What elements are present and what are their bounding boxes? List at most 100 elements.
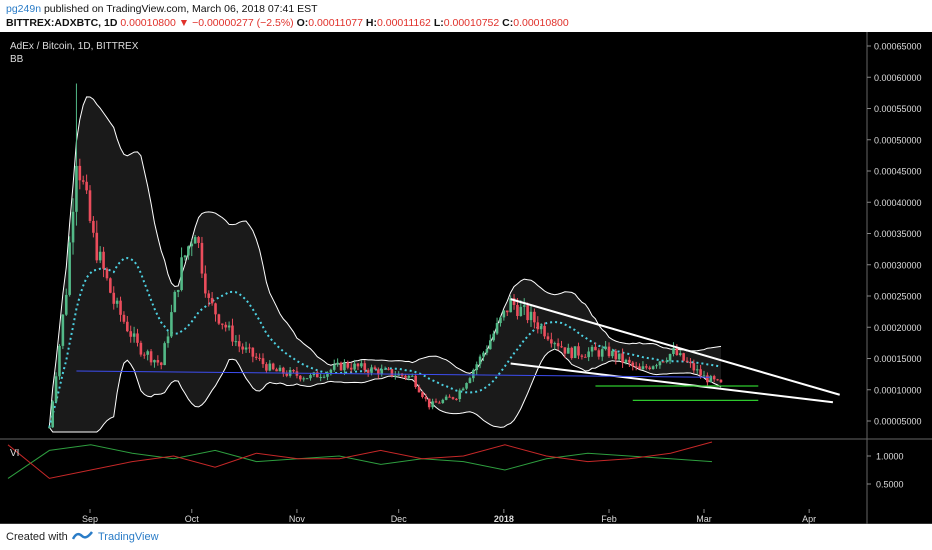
candle[interactable] [634, 366, 638, 368]
candle[interactable] [299, 375, 302, 380]
candle[interactable] [478, 356, 482, 365]
candle[interactable] [553, 343, 557, 345]
candle[interactable] [71, 211, 75, 243]
candle[interactable] [58, 345, 61, 377]
candle[interactable] [529, 311, 533, 321]
candle[interactable] [282, 367, 285, 374]
candle[interactable] [560, 346, 563, 348]
candle[interactable] [142, 354, 146, 356]
candle[interactable] [482, 352, 485, 357]
candle[interactable] [153, 360, 156, 363]
candle[interactable] [336, 362, 339, 365]
candle[interactable] [122, 314, 126, 322]
candle[interactable] [61, 314, 65, 346]
candle[interactable] [645, 366, 648, 368]
candle[interactable] [149, 351, 153, 363]
candle[interactable] [658, 361, 662, 366]
candle[interactable] [119, 300, 122, 315]
candle[interactable] [353, 363, 356, 370]
candle[interactable] [132, 333, 136, 337]
candle[interactable] [712, 376, 716, 380]
candle[interactable] [668, 354, 672, 361]
candle[interactable] [485, 349, 489, 353]
candle[interactable] [536, 322, 540, 330]
candle[interactable] [655, 365, 658, 367]
candle[interactable] [356, 363, 360, 367]
candle[interactable] [329, 369, 333, 373]
trend-drawings[interactable] [76, 298, 840, 404]
candle[interactable] [617, 353, 621, 360]
candle[interactable] [271, 363, 275, 370]
candle[interactable] [254, 356, 258, 358]
candle[interactable] [363, 363, 367, 371]
candle[interactable] [64, 294, 68, 315]
candle[interactable] [451, 397, 455, 399]
candle[interactable] [109, 278, 112, 293]
candle[interactable] [424, 396, 428, 399]
candle[interactable] [275, 369, 278, 372]
candle[interactable] [248, 347, 251, 349]
author-link[interactable]: pg249n [6, 3, 42, 15]
candle[interactable] [224, 324, 227, 328]
candle[interactable] [421, 392, 424, 397]
candle[interactable] [244, 347, 248, 350]
candle[interactable] [278, 367, 282, 372]
candle[interactable] [404, 375, 407, 378]
candle[interactable] [85, 181, 88, 191]
candle[interactable] [600, 349, 604, 357]
candle[interactable] [631, 362, 635, 367]
trendline-support[interactable] [76, 370, 711, 378]
candle[interactable] [315, 372, 319, 378]
candle[interactable] [594, 346, 597, 351]
candle[interactable] [332, 364, 336, 370]
candle[interactable] [495, 323, 499, 334]
candle[interactable] [543, 325, 546, 337]
candle[interactable] [268, 363, 272, 371]
candle[interactable] [180, 257, 183, 290]
candle[interactable] [373, 367, 377, 370]
candle[interactable] [173, 291, 177, 313]
candle[interactable] [621, 353, 624, 363]
candle[interactable] [505, 310, 509, 313]
candle[interactable] [611, 350, 614, 357]
candle[interactable] [292, 370, 295, 372]
candle[interactable] [126, 321, 129, 332]
tradingview-logo-icon[interactable] [72, 529, 94, 543]
candle[interactable] [672, 348, 675, 355]
candle[interactable] [706, 375, 709, 383]
candle[interactable] [68, 242, 71, 295]
candle[interactable] [183, 255, 187, 258]
trendline-lower[interactable] [510, 362, 834, 404]
candle[interactable] [47, 427, 51, 429]
price-chart[interactable]: 0.00065000 0.00060000 0.00055000 0.00050000… [0, 32, 932, 524]
candle[interactable] [651, 366, 655, 370]
candle[interactable] [567, 347, 570, 354]
candle[interactable] [719, 379, 723, 383]
candle[interactable] [54, 376, 58, 402]
candle[interactable] [170, 312, 173, 337]
candle[interactable] [146, 351, 149, 355]
candle[interactable] [346, 362, 350, 368]
candle[interactable] [339, 362, 343, 371]
candle[interactable] [407, 375, 411, 378]
candle[interactable] [390, 369, 394, 376]
candle[interactable] [410, 375, 414, 377]
candle[interactable] [665, 360, 668, 362]
candle[interactable] [427, 398, 431, 408]
candle[interactable] [214, 303, 217, 315]
candle[interactable] [573, 346, 577, 359]
candle[interactable] [522, 305, 526, 307]
candle[interactable] [417, 387, 421, 393]
candle[interactable] [105, 268, 109, 279]
candle[interactable] [607, 346, 611, 357]
candle[interactable] [156, 360, 160, 363]
candle[interactable] [444, 396, 448, 400]
candle[interactable] [499, 317, 502, 324]
candle[interactable] [492, 333, 495, 341]
candle[interactable] [519, 306, 523, 316]
candle[interactable] [220, 323, 224, 325]
candle[interactable] [638, 366, 641, 370]
candle[interactable] [563, 347, 567, 354]
candle[interactable] [237, 341, 241, 347]
candle[interactable] [583, 356, 587, 358]
